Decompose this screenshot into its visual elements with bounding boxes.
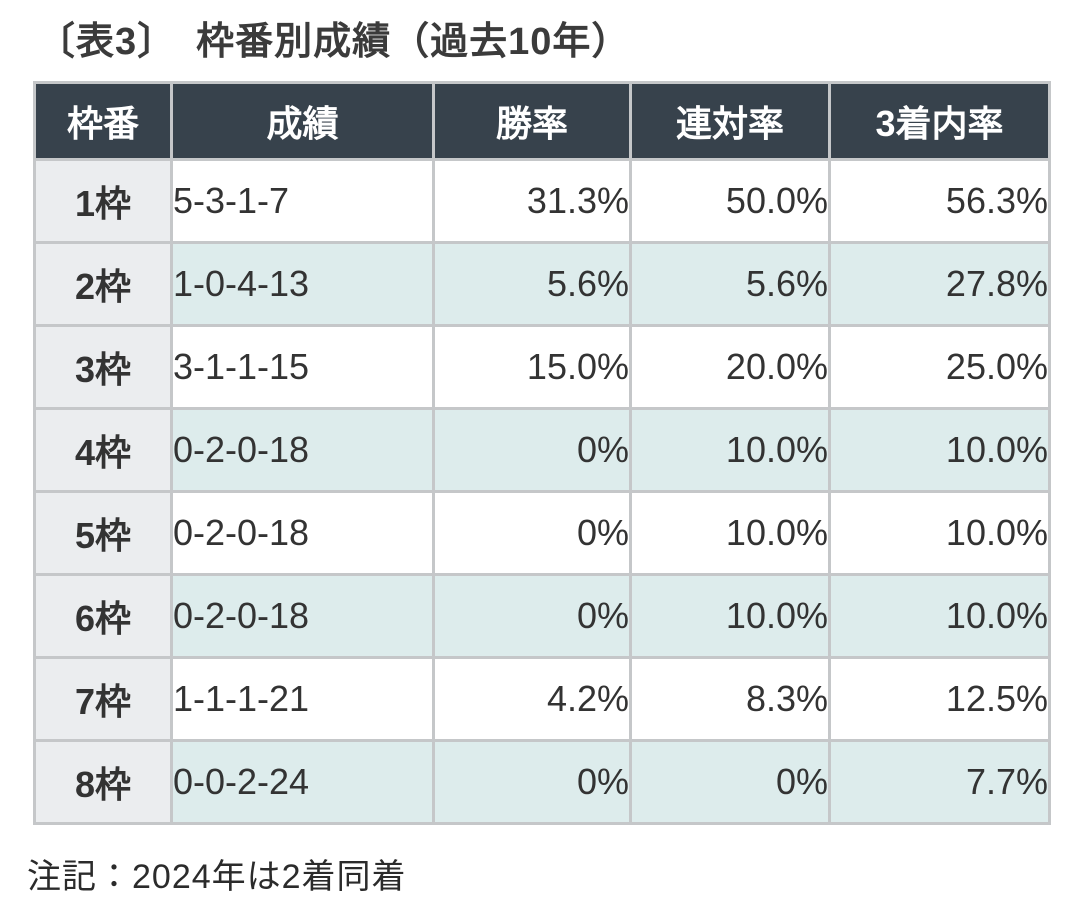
table-row: 7枠 1-1-1-21 4.2% 8.3% 12.5% — [33, 656, 1051, 742]
quinella-rate-cell: 50.0% — [629, 158, 831, 244]
quinella-rate-cell: 0% — [629, 739, 831, 825]
quinella-rate-cell: 20.0% — [629, 324, 831, 410]
win-rate-cell: 4.2% — [432, 656, 632, 742]
seiseki-cell: 1-0-4-13 — [170, 241, 435, 327]
column-header-quinella-rate: 連対率 — [629, 81, 831, 161]
quinella-rate-cell: 5.6% — [629, 241, 831, 327]
seiseki-cell: 0-2-0-18 — [170, 490, 435, 576]
header-row: 枠番 成績 勝率 連対率 3着内率 — [33, 81, 1051, 161]
table-row: 4枠 0-2-0-18 0% 10.0% 10.0% — [33, 407, 1051, 493]
table-row: 5枠 0-2-0-18 0% 10.0% 10.0% — [33, 490, 1051, 576]
table-row: 6枠 0-2-0-18 0% 10.0% 10.0% — [33, 573, 1051, 659]
seiseki-cell: 0-0-2-24 — [170, 739, 435, 825]
win-rate-cell: 5.6% — [432, 241, 632, 327]
waku-cell: 4枠 — [33, 407, 173, 493]
show-rate-cell: 10.0% — [828, 490, 1051, 576]
page-title: 〔表3〕 枠番別成績（過去10年） — [37, 21, 631, 63]
waku-cell: 1枠 — [33, 158, 173, 244]
waku-cell: 2枠 — [33, 241, 173, 327]
seiseki-cell: 5-3-1-7 — [170, 158, 435, 244]
waku-cell: 7枠 — [33, 656, 173, 742]
quinella-rate-cell: 10.0% — [629, 490, 831, 576]
quinella-rate-cell: 10.0% — [629, 407, 831, 493]
seiseki-cell: 0-2-0-18 — [170, 407, 435, 493]
seiseki-cell: 1-1-1-21 — [170, 656, 435, 742]
quinella-rate-cell: 10.0% — [629, 573, 831, 659]
show-rate-cell: 56.3% — [828, 158, 1051, 244]
waku-cell: 6枠 — [33, 573, 173, 659]
show-rate-cell: 7.7% — [828, 739, 1051, 825]
column-header-win-rate: 勝率 — [432, 81, 632, 161]
table-row: 8枠 0-0-2-24 0% 0% 7.7% — [33, 739, 1051, 825]
show-rate-cell: 25.0% — [828, 324, 1051, 410]
table-row: 2枠 1-0-4-13 5.6% 5.6% 27.8% — [33, 241, 1051, 327]
win-rate-cell: 31.3% — [432, 158, 632, 244]
win-rate-cell: 15.0% — [432, 324, 632, 410]
win-rate-cell: 0% — [432, 739, 632, 825]
seiseki-cell: 3-1-1-15 — [170, 324, 435, 410]
seiseki-cell: 0-2-0-18 — [170, 573, 435, 659]
win-rate-cell: 0% — [432, 573, 632, 659]
waku-cell: 5枠 — [33, 490, 173, 576]
footnote: 注記：2024年は2着同着 — [27, 858, 407, 896]
show-rate-cell: 10.0% — [828, 407, 1051, 493]
results-table: 枠番 成績 勝率 連対率 3着内率 1枠 5-3-1-7 31.3% 50.0%… — [33, 81, 1051, 825]
win-rate-cell: 0% — [432, 490, 632, 576]
waku-cell: 8枠 — [33, 739, 173, 825]
waku-cell: 3枠 — [33, 324, 173, 410]
column-header-show-rate: 3着内率 — [828, 81, 1051, 161]
win-rate-cell: 0% — [432, 407, 632, 493]
quinella-rate-cell: 8.3% — [629, 656, 831, 742]
column-header-waku: 枠番 — [33, 81, 173, 161]
show-rate-cell: 10.0% — [828, 573, 1051, 659]
table-row: 3枠 3-1-1-15 15.0% 20.0% 25.0% — [33, 324, 1051, 410]
show-rate-cell: 12.5% — [828, 656, 1051, 742]
show-rate-cell: 27.8% — [828, 241, 1051, 327]
column-header-seiseki: 成績 — [170, 81, 435, 161]
table-row: 1枠 5-3-1-7 31.3% 50.0% 56.3% — [33, 158, 1051, 244]
